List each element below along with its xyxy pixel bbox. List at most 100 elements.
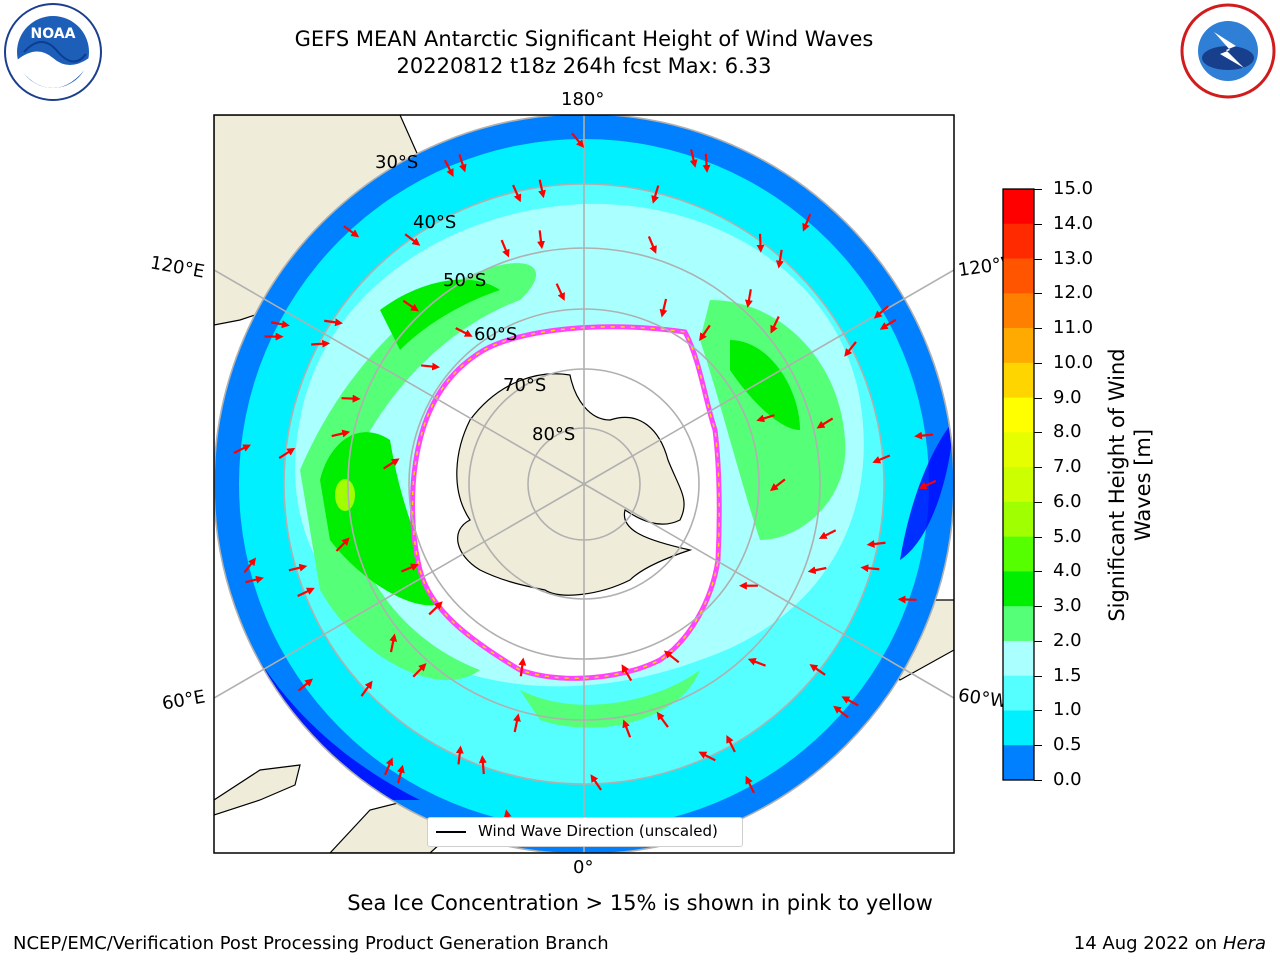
footer-date: 14 Aug 2022 on Hera xyxy=(1074,933,1266,954)
wind-wave-arrow xyxy=(841,696,859,707)
colorbar-title: Significant Height of Wind Waves [m] xyxy=(1105,348,1155,622)
colorbar-band xyxy=(1003,536,1034,572)
wind-wave-arrow xyxy=(770,316,780,334)
colorbar-band xyxy=(1003,571,1034,607)
colorbar-tick-label: 14.0 xyxy=(1053,212,1094,234)
wind-wave-arrow xyxy=(458,153,467,173)
lat-label-50s: 50°S xyxy=(443,270,487,291)
wind-wave-arrow xyxy=(571,132,585,148)
colorbar-tick-label: 6.0 xyxy=(1053,490,1082,512)
colorbar-band xyxy=(1003,189,1034,225)
wind-wave-arrow xyxy=(844,341,857,357)
colorbar-tick-label: 11.0 xyxy=(1053,317,1094,339)
lon-label-0: 0° xyxy=(573,857,594,878)
graticule xyxy=(214,115,954,853)
wind-wave-arrow xyxy=(421,362,441,371)
wind-wave-arrow xyxy=(245,575,264,584)
wind-wave-arrow xyxy=(512,184,522,203)
map-legend: Wind Wave Direction (unscaled) xyxy=(427,817,743,847)
wind-wave-arrow xyxy=(383,757,394,776)
lat-label-70s: 70°S xyxy=(503,375,547,396)
wind-wave-arrow xyxy=(288,563,308,572)
colorbar-band xyxy=(1003,397,1034,433)
colorbar-tick-label: 9.0 xyxy=(1053,386,1082,408)
wind-wave-arrow xyxy=(343,225,360,238)
colorbar-tick-mark xyxy=(1034,606,1042,608)
wind-wave-arrow xyxy=(513,713,521,733)
colorbar-tick-label: 0.0 xyxy=(1053,769,1082,790)
wind-wave-arrow xyxy=(402,299,419,312)
legend-label: Wind Wave Direction (unscaled) xyxy=(478,822,718,840)
colorbar-tick-label: 5.0 xyxy=(1053,525,1082,547)
wind-wave-arrow xyxy=(397,764,405,784)
colorbar-tick-mark xyxy=(1034,397,1042,399)
wind-wave-arrow xyxy=(775,249,784,269)
land-antarctica xyxy=(456,373,693,596)
colorbar-tick-label: 10.0 xyxy=(1053,351,1094,373)
wind-wave-arrow xyxy=(335,537,350,552)
wind-wave-arrow xyxy=(702,153,711,173)
wind-wave-arrow xyxy=(404,233,421,246)
colorbar-tick-label: 12.0 xyxy=(1053,282,1094,304)
colorbar-tick-label: 1.0 xyxy=(1053,699,1082,721)
svg-text:NOAA: NOAA xyxy=(31,26,76,42)
colorbar-tick-label: 13.0 xyxy=(1053,247,1094,269)
wind-wave-arrow xyxy=(278,447,296,460)
wind-wave-arrow xyxy=(518,657,527,677)
wind-wave-arrow xyxy=(500,239,510,258)
lat-label-80s: 80°S xyxy=(532,424,576,445)
colorbar-band xyxy=(1003,258,1034,294)
colorbar-band xyxy=(1003,328,1034,364)
colorbar-tick-mark xyxy=(1034,745,1042,747)
colorbar-tick-mark xyxy=(1034,362,1042,364)
colorbar-band xyxy=(1003,432,1034,468)
wind-wave-arrow xyxy=(833,705,849,719)
colorbar-band xyxy=(1003,606,1034,642)
noaa-logo: NOAA xyxy=(4,3,102,101)
wind-wave-arrow xyxy=(647,236,657,254)
colorbar-band xyxy=(1003,467,1034,503)
wind-wave-arrow xyxy=(699,324,711,341)
colorbar-band xyxy=(1003,640,1034,677)
colorbar-band xyxy=(1003,501,1034,538)
wind-wave-arrow xyxy=(297,678,314,692)
wind-wave-arrow xyxy=(879,318,897,330)
wind-wave-arrow xyxy=(651,185,660,204)
wind-wave-arrow xyxy=(747,658,766,667)
wind-wave-arrow xyxy=(443,159,454,177)
wind-wave-arrow xyxy=(816,417,834,429)
legend-line-swatch xyxy=(436,831,466,833)
wind-wave-arrow xyxy=(860,564,880,573)
colorbar-band xyxy=(1003,675,1034,711)
colorbar-tick-mark xyxy=(1034,536,1042,538)
colorbar-band xyxy=(1003,710,1034,746)
colorbar-tick-label: 0.5 xyxy=(1053,734,1082,756)
wind-wave-arrow xyxy=(243,557,257,574)
wind-wave-arrow xyxy=(622,719,632,738)
colorbar-tick-mark xyxy=(1034,432,1042,434)
colorbar-tick-mark xyxy=(1034,640,1042,642)
wind-wave-arrow xyxy=(818,529,837,539)
wind-wave-arrow xyxy=(590,774,602,791)
colorbar-band xyxy=(1003,223,1034,260)
sea-ice-note: Sea Ice Concentration > 15% is shown in … xyxy=(347,891,933,915)
wind-wave-arrow xyxy=(621,664,633,682)
wind-wave-arrow xyxy=(383,458,400,470)
wind-wave-arrow xyxy=(656,711,669,728)
wind-wave-arrow xyxy=(726,734,736,753)
colorbar-band xyxy=(1003,362,1034,399)
wind-wave-arrow xyxy=(428,601,443,616)
wind-wave-arrow xyxy=(802,213,812,232)
colorbar-tick-mark xyxy=(1034,710,1042,712)
lat-label-30s: 30°S xyxy=(375,152,419,173)
wind-wave-arrow xyxy=(478,755,487,775)
wind-wave-arrow xyxy=(360,680,373,697)
wind-wave-arrow xyxy=(745,289,753,308)
wind-wave-arrow xyxy=(555,283,565,301)
lat-label-40s: 40°S xyxy=(413,212,457,233)
colorbar-tick-mark xyxy=(1034,258,1042,260)
national-weather-service-logo xyxy=(1180,3,1276,99)
wind-wave-arrow xyxy=(297,587,315,598)
colorbar-tick-label: 1.5 xyxy=(1053,664,1082,686)
map-frame xyxy=(213,114,955,854)
